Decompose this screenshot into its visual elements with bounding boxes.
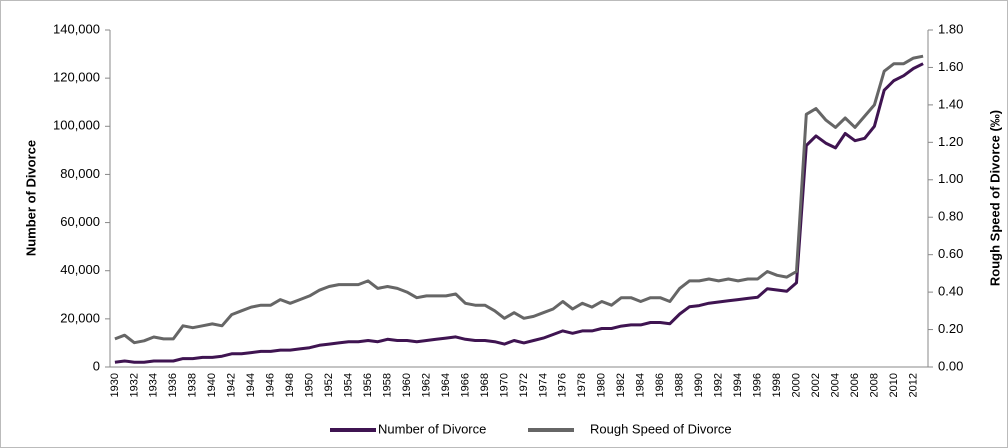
x-tick-label: 1984 bbox=[635, 373, 647, 397]
y2-tick-label: 1.00 bbox=[938, 171, 963, 186]
x-tick-label: 1940 bbox=[206, 373, 218, 397]
y2-axis-title: Rough Speed of Divorce (‰) bbox=[987, 110, 1002, 286]
x-tick-label: 1956 bbox=[362, 373, 374, 397]
legend-label: Number of Divorce bbox=[378, 421, 486, 436]
x-tick-label: 1990 bbox=[693, 373, 705, 397]
series-line bbox=[114, 54, 924, 345]
y2-tick-label: 0.00 bbox=[938, 358, 963, 373]
y-tick-label: 0 bbox=[93, 358, 100, 373]
x-tick-label: 1952 bbox=[323, 373, 335, 397]
series-line bbox=[114, 62, 924, 364]
x-tick-label: 2004 bbox=[829, 373, 841, 397]
x-tick-label: 1964 bbox=[440, 373, 452, 397]
x-tick-label: 1996 bbox=[751, 373, 763, 397]
y2-tick-label: 1.40 bbox=[938, 96, 963, 111]
x-tick-label: 1962 bbox=[420, 373, 432, 397]
x-tick-label: 2008 bbox=[868, 373, 880, 397]
y2-tick-label: 1.20 bbox=[938, 134, 963, 149]
x-tick-label: 2006 bbox=[849, 373, 861, 397]
x-tick-label: 1972 bbox=[518, 373, 530, 397]
y-tick-label: 140,000 bbox=[53, 21, 100, 36]
x-tick-label: 1976 bbox=[557, 373, 569, 397]
x-tick-label: 1948 bbox=[284, 373, 296, 397]
x-tick-label: 2010 bbox=[888, 373, 900, 397]
y2-tick-label: 1.80 bbox=[938, 21, 963, 36]
x-tick-label: 1970 bbox=[498, 373, 510, 397]
y-tick-label: 60,000 bbox=[60, 214, 100, 229]
y2-tick-label: 0.20 bbox=[938, 321, 963, 336]
x-tick-label: 1968 bbox=[479, 373, 491, 397]
x-tick-label: 1934 bbox=[148, 373, 160, 397]
x-tick-label: 1944 bbox=[245, 373, 257, 397]
y-axis-title: Number of Divorce bbox=[23, 140, 38, 256]
x-tick-label: 1950 bbox=[304, 373, 316, 397]
x-tick-label: 1930 bbox=[109, 373, 121, 397]
x-tick-label: 1946 bbox=[265, 373, 277, 397]
x-tick-label: 2012 bbox=[907, 373, 919, 397]
x-tick-label: 1980 bbox=[596, 373, 608, 397]
y2-tick-label: 0.40 bbox=[938, 284, 963, 299]
x-tick-label: 1936 bbox=[167, 373, 179, 397]
x-tick-label: 2002 bbox=[810, 373, 822, 397]
x-tick-label: 1942 bbox=[226, 373, 238, 397]
x-tick-label: 1998 bbox=[771, 373, 783, 397]
x-tick-label: 1932 bbox=[128, 373, 140, 397]
x-tick-label: 1958 bbox=[381, 373, 393, 397]
y2-tick-label: 0.60 bbox=[938, 246, 963, 261]
x-tick-label: 1938 bbox=[187, 373, 199, 397]
x-tick-label: 2000 bbox=[790, 373, 802, 397]
y-tick-label: 40,000 bbox=[60, 262, 100, 277]
x-tick-label: 1966 bbox=[459, 373, 471, 397]
x-tick-label: 1994 bbox=[732, 373, 744, 397]
y2-tick-label: 1.60 bbox=[938, 59, 963, 74]
y-tick-label: 120,000 bbox=[53, 70, 100, 85]
x-tick-label: 1974 bbox=[537, 373, 549, 397]
legend-label: Rough Speed of Divorce bbox=[590, 421, 732, 436]
y-tick-label: 20,000 bbox=[60, 310, 100, 325]
y2-tick-label: 0.80 bbox=[938, 209, 963, 224]
x-tick-label: 1988 bbox=[674, 373, 686, 397]
x-tick-label: 1960 bbox=[401, 373, 413, 397]
x-tick-label: 1978 bbox=[576, 373, 588, 397]
x-tick-label: 1954 bbox=[342, 373, 354, 397]
x-tick-label: 1992 bbox=[713, 373, 725, 397]
y-tick-label: 100,000 bbox=[53, 118, 100, 133]
x-tick-label: 1986 bbox=[654, 373, 666, 397]
y-tick-label: 80,000 bbox=[60, 166, 100, 181]
x-tick-label: 1982 bbox=[615, 373, 627, 397]
